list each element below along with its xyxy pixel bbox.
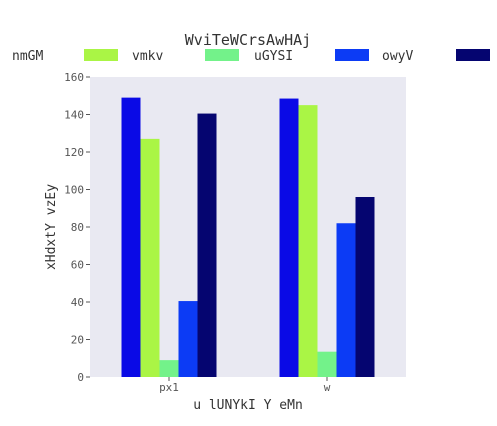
- bar: [159, 360, 179, 377]
- legend-swatch: [456, 49, 490, 61]
- bar: [197, 113, 217, 377]
- y-tick-label: 140: [64, 109, 84, 122]
- x-axis: px1 w: [159, 377, 331, 394]
- y-axis: 0 20 40 60 80 100 120 140 160: [64, 71, 90, 384]
- legend-swatch: [335, 49, 369, 61]
- legend-swatch: [205, 49, 239, 61]
- x-axis-label: u lUNYkI Y eMn: [193, 398, 303, 413]
- y-axis-label: xHdxtY vzEy: [44, 184, 59, 270]
- bar: [298, 105, 318, 377]
- bar: [355, 197, 375, 377]
- bar: [317, 351, 337, 377]
- y-tick-label: 120: [64, 146, 84, 159]
- bars-group: [121, 97, 375, 377]
- bar: [121, 97, 141, 377]
- x-tick-label: w: [324, 381, 331, 394]
- chart-title: WviTeWCrsAwHAj: [185, 31, 311, 49]
- legend-label: uGYSI: [254, 49, 293, 64]
- y-tick-label: 20: [71, 334, 84, 347]
- legend-swatch: [84, 49, 118, 61]
- y-tick-label: 80: [71, 221, 84, 234]
- legend-label: vmkv: [132, 49, 163, 64]
- legend-label: nmGM: [12, 49, 43, 64]
- bar: [178, 301, 198, 377]
- y-tick-label: 40: [71, 296, 84, 309]
- bar: [279, 98, 299, 377]
- y-tick-label: 160: [64, 71, 84, 84]
- x-tick-label: px1: [159, 381, 179, 394]
- bar: [140, 138, 160, 377]
- y-tick-label: 100: [64, 184, 84, 197]
- legend-label: owyV: [382, 49, 413, 64]
- y-tick-label: 0: [77, 371, 84, 384]
- bar: [336, 223, 356, 377]
- y-tick-label: 60: [71, 259, 84, 272]
- legend: nmGM vmkv uGYSI owyV: [12, 49, 490, 64]
